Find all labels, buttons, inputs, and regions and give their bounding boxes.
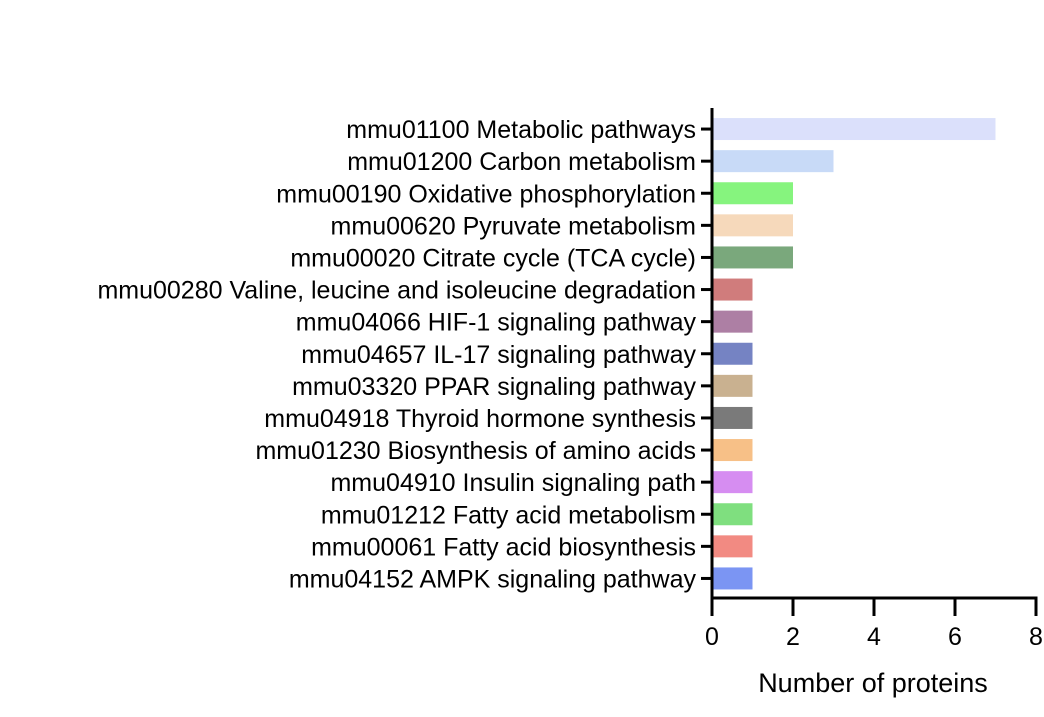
category-label: mmu01212 Fatty acid metabolism (321, 501, 696, 529)
category-labels-group: mmu01100 Metabolic pathways mmu01200 Carb… (97, 116, 696, 593)
category-label: mmu00020 Citrate cycle (TCA cycle) (290, 244, 696, 272)
bars-group (713, 118, 996, 590)
bar (713, 118, 996, 141)
bar (713, 310, 753, 333)
bar (713, 374, 753, 397)
bar (713, 150, 834, 173)
category-label: mmu04152 AMPK signaling pathway (289, 565, 697, 593)
bar (713, 567, 753, 590)
x-axis-title: Number of proteins (758, 668, 988, 698)
bar (713, 439, 753, 462)
category-label: mmu01100 Metabolic pathways (346, 116, 696, 144)
bar (713, 471, 753, 494)
category-label: mmu00190 Oxidative phosphorylation (276, 180, 696, 208)
category-label: mmu00061 Fatty acid biosynthesis (311, 533, 696, 561)
category-label: mmu01200 Carbon metabolism (347, 148, 696, 176)
category-label: mmu04918 Thyroid hormone synthesis (264, 405, 696, 433)
x-tick-label: 0 (705, 623, 719, 651)
x-axis: 0 2 4 6 8 (705, 596, 1043, 651)
bar (713, 214, 793, 237)
category-label: mmu00620 Pyruvate metabolism (331, 212, 696, 240)
x-tick-label: 4 (867, 623, 881, 651)
category-label: mmu01230 Biosynthesis of amino acids (255, 437, 696, 465)
bar (713, 278, 753, 301)
category-label: mmu04657 IL-17 signaling pathway (301, 341, 696, 369)
bar (713, 406, 753, 429)
category-label: mmu00280 Valine, leucine and isoleucine … (97, 277, 696, 305)
x-tick-label: 2 (786, 623, 800, 651)
x-tick-label: 8 (1029, 623, 1043, 651)
bar (713, 246, 793, 269)
category-label: mmu04910 Insulin signaling path (330, 469, 696, 497)
category-label: mmu03320 PPAR signaling pathway (292, 373, 696, 401)
bar (713, 535, 753, 558)
bar (713, 342, 753, 365)
x-tick-label: 6 (948, 623, 962, 651)
bar (713, 503, 753, 526)
bar (713, 182, 793, 205)
y-axis (701, 108, 714, 598)
category-label: mmu04066 HIF-1 signaling pathway (296, 309, 697, 337)
